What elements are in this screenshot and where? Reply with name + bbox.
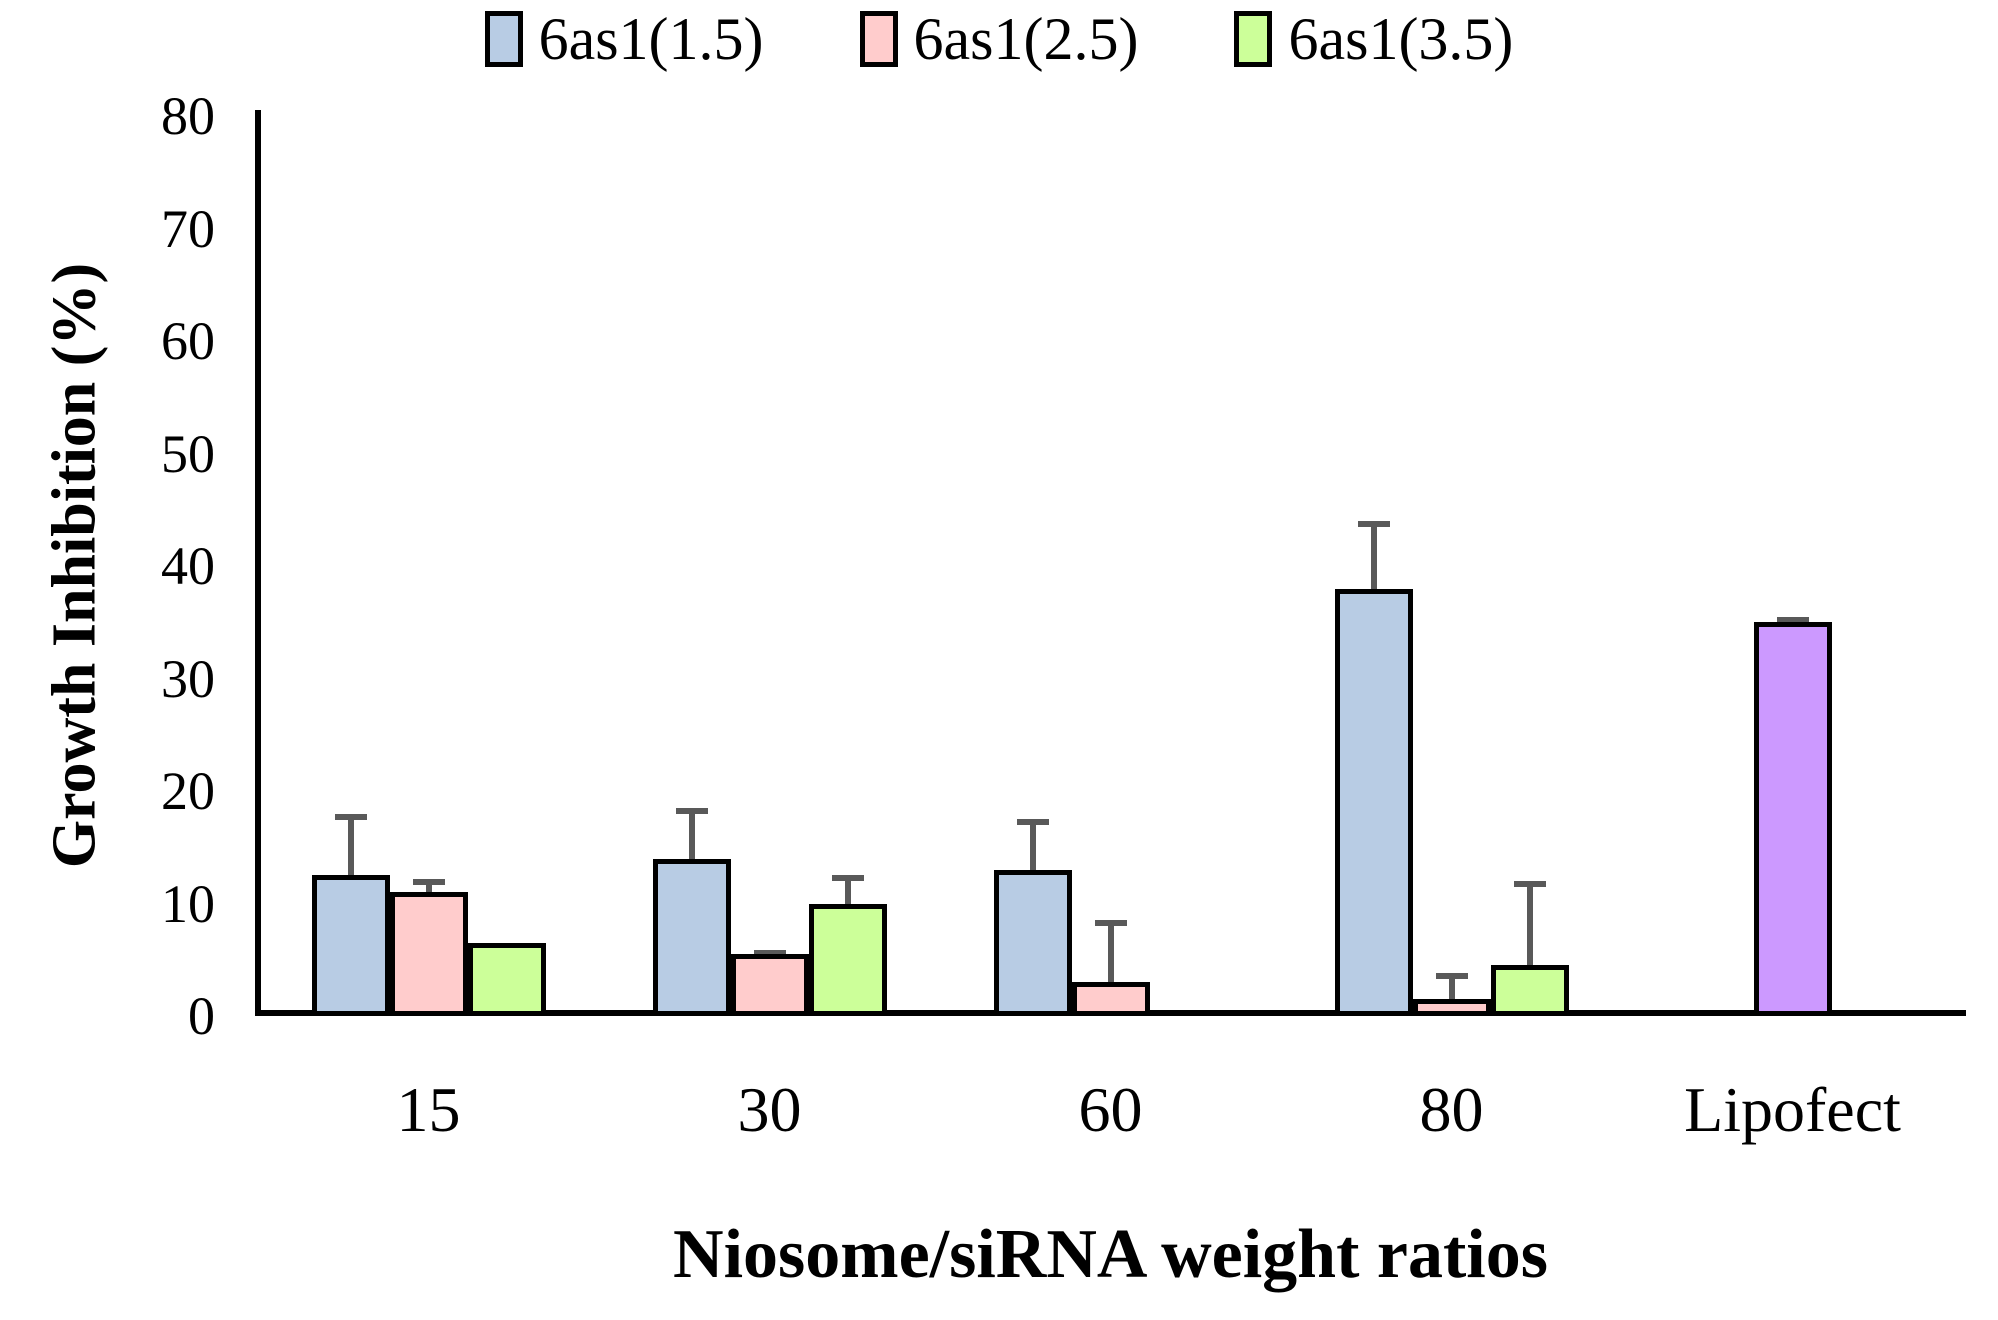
error-bar-stem-6as1-3-5-30 <box>844 875 851 904</box>
error-bar-cap-6as1-2-5-30 <box>753 949 786 956</box>
y-tick-label-20: 20 <box>161 761 215 821</box>
error-bar-stem-6as1-1-5-60 <box>1029 819 1036 870</box>
error-bar-cap-lipofect-lipofect <box>1776 616 1809 623</box>
y-tick-label-40: 40 <box>161 536 215 596</box>
y-axis-line <box>255 110 261 1016</box>
error-bar-cap-6as1-1-5-60 <box>1016 819 1049 826</box>
error-bar-cap-6as1-3-5-80 <box>1513 881 1546 887</box>
x-tick-label-60: 60 <box>1078 1074 1143 1145</box>
error-bar-stem-6as1-1-5-30 <box>688 807 695 859</box>
error-bar-cap-6as1-3-5-30 <box>831 875 864 882</box>
legend-item-6as1-2-5: 6as1(2.5) <box>859 4 1139 74</box>
bar-6as1-1-5-60 <box>993 869 1072 1016</box>
legend-item-6as1-1-5: 6as1(1.5) <box>484 4 764 74</box>
y-tick-label-80: 80 <box>161 86 215 146</box>
bar-6as1-3-5-30 <box>808 903 887 1016</box>
legend-swatch-6as1-1-5 <box>484 11 523 67</box>
bar-6as1-3-5-15 <box>467 942 546 1016</box>
legend-label-6as1-2-5: 6as1(2.5) <box>913 6 1139 72</box>
error-bar-cap-6as1-2-5-60 <box>1094 920 1127 927</box>
y-tick-label-50: 50 <box>161 423 215 484</box>
x-tick-label-15: 15 <box>396 1074 461 1145</box>
x-axis-title: Niosome/siRNA weight ratios <box>673 1216 1548 1293</box>
bar-6as1-2-5-15 <box>389 892 468 1016</box>
x-tick-label-30: 30 <box>737 1074 802 1145</box>
bar-6as1-1-5-15 <box>311 875 390 1016</box>
bar-6as1-2-5-30 <box>730 954 809 1016</box>
bar-6as1-2-5-80 <box>1412 999 1491 1016</box>
legend-label-6as1-3-5: 6as1(3.5) <box>1288 6 1514 72</box>
y-tick-label-0: 0 <box>188 986 215 1046</box>
error-bar-cap-6as1-2-5-15 <box>412 878 445 885</box>
error-bar-stem-6as1-1-5-15 <box>347 813 354 876</box>
x-tick-label-80: 80 <box>1419 1074 1484 1145</box>
y-tick-label-30: 30 <box>161 648 215 709</box>
legend-swatch-6as1-2-5 <box>859 11 898 67</box>
bar-6as1-1-5-30 <box>652 858 731 1016</box>
chart-legend: 6as1(1.5) 6as1(2.5) 6as1(3.5) <box>0 4 1998 74</box>
error-bar-stem-6as1-3-5-80 <box>1526 881 1533 966</box>
bar-6as1-1-5-80 <box>1334 588 1413 1016</box>
bar-lipofect-lipofect <box>1753 622 1832 1016</box>
legend-label-6as1-1-5: 6as1(1.5) <box>538 6 764 72</box>
bar-6as1-3-5-80 <box>1490 965 1569 1016</box>
error-bar-cap-6as1-2-5-80 <box>1435 973 1468 980</box>
bar-6as1-2-5-60 <box>1071 982 1150 1016</box>
error-bar-cap-6as1-1-5-80 <box>1357 521 1390 527</box>
x-tick-label-lipofect: Lipofect <box>1684 1074 1901 1145</box>
y-tick-label-10: 10 <box>161 873 215 934</box>
y-tick-label-70: 70 <box>161 198 215 259</box>
error-bar-cap-6as1-1-5-15 <box>334 813 367 820</box>
error-bar-stem-6as1-2-5-15 <box>425 878 432 893</box>
error-bar-stem-6as1-1-5-80 <box>1370 521 1377 589</box>
legend-swatch-6as1-3-5 <box>1234 11 1273 67</box>
error-bar-stem-6as1-2-5-80 <box>1448 973 1455 1000</box>
error-bar-cap-6as1-1-5-30 <box>675 807 708 814</box>
legend-item-6as1-3-5: 6as1(3.5) <box>1234 4 1513 74</box>
error-bar-stem-6as1-2-5-60 <box>1107 920 1114 983</box>
y-tick-label-60: 60 <box>161 311 215 371</box>
